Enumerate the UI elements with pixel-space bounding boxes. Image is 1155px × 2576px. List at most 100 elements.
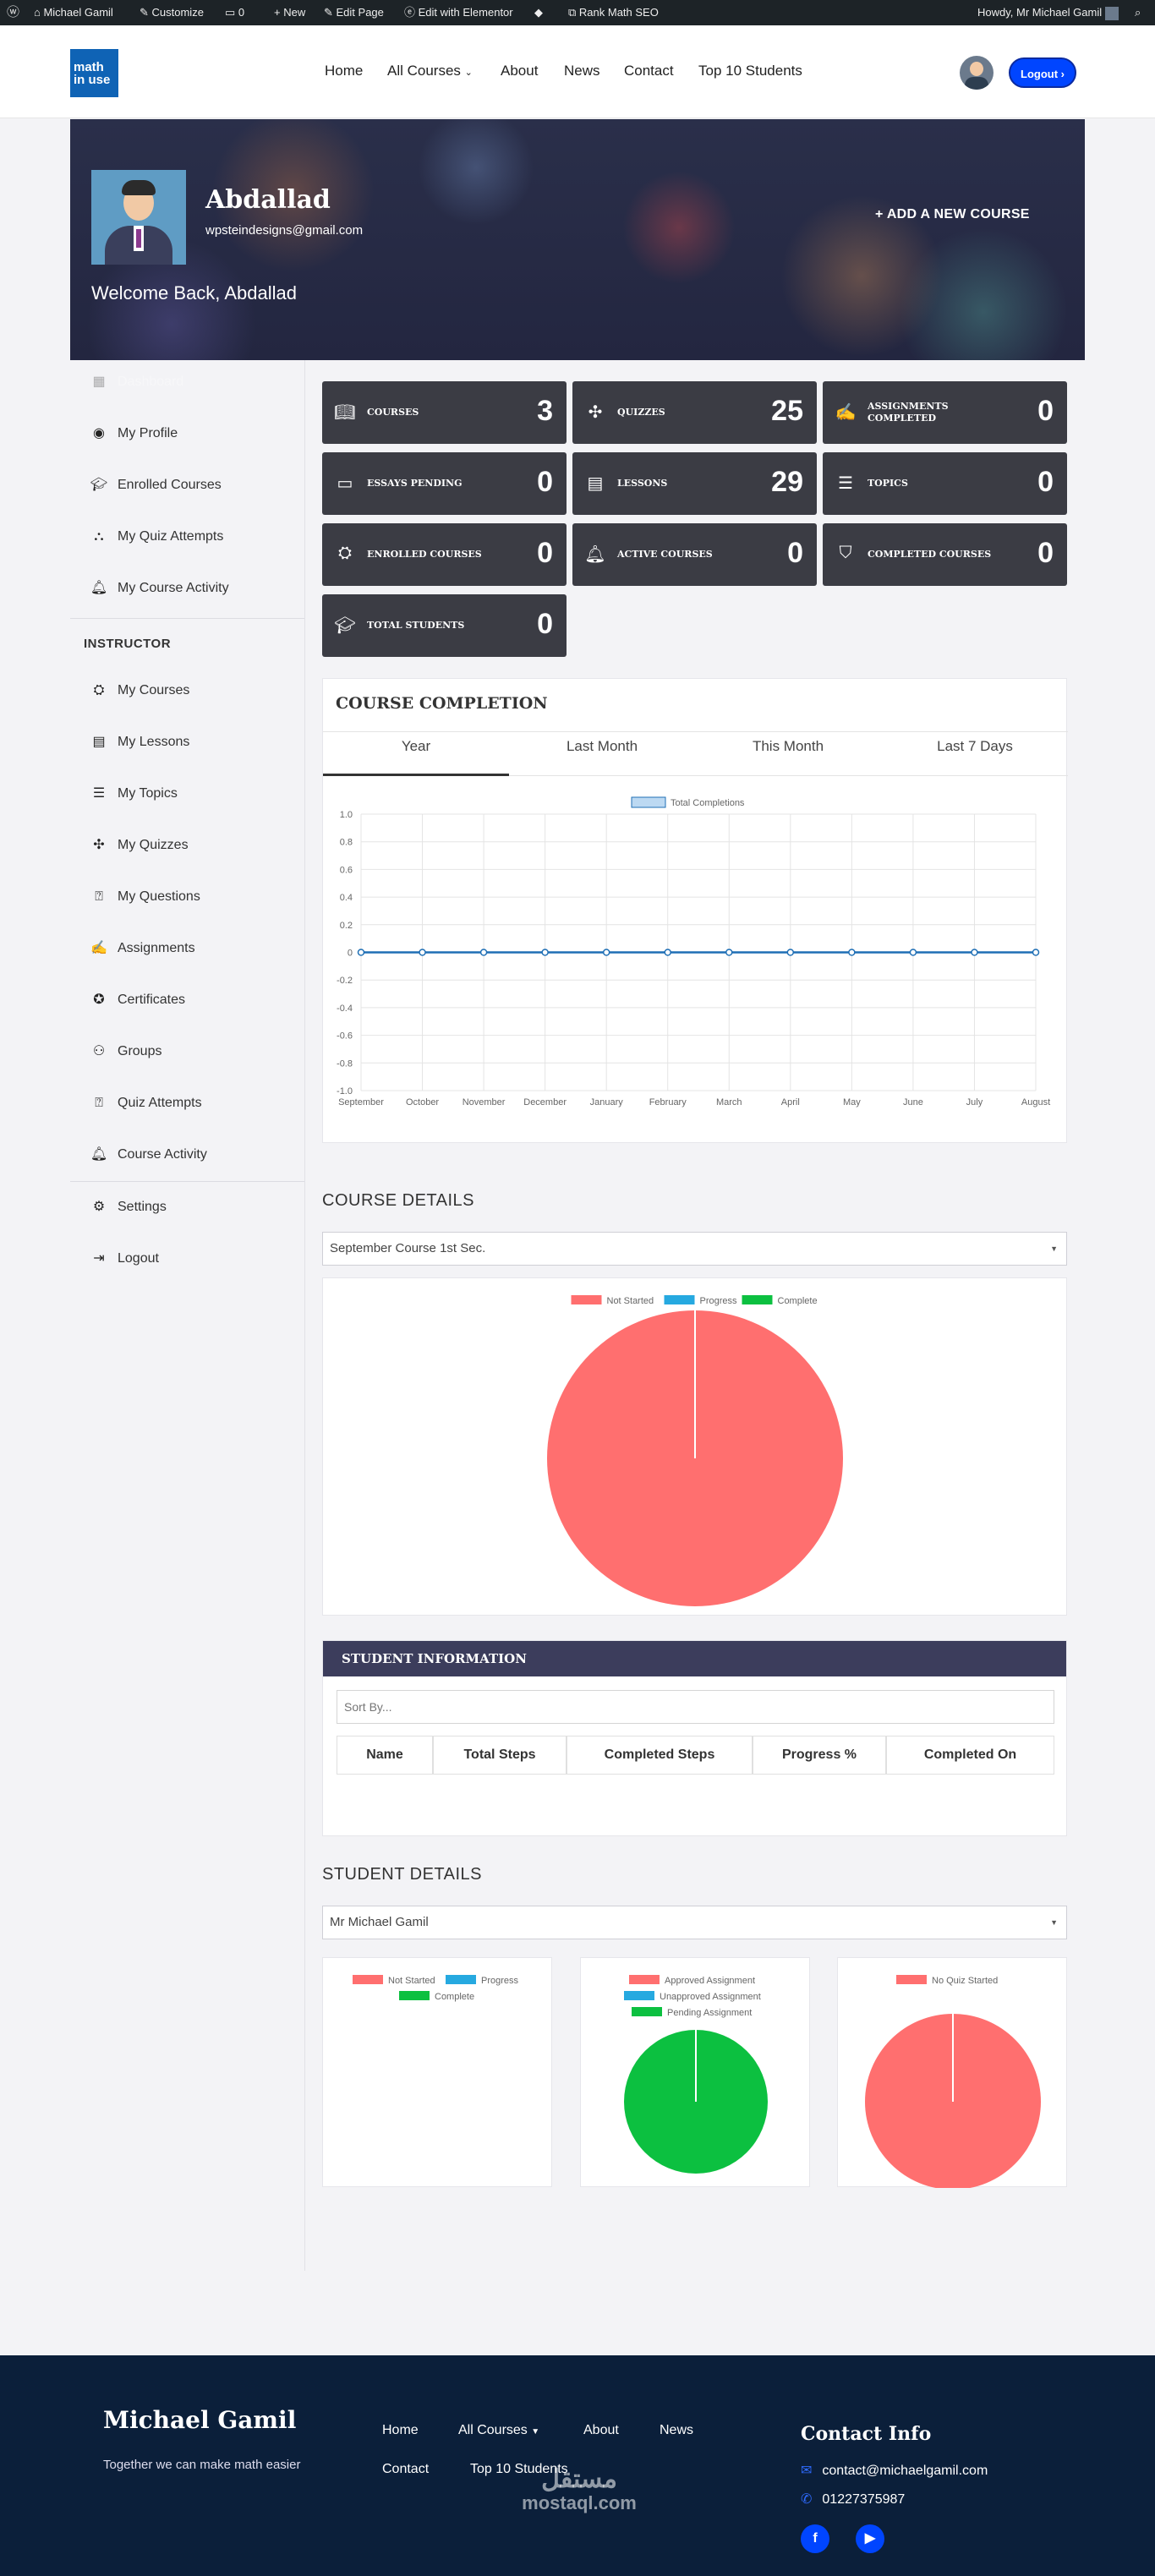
sidebar-item-enrolled-courses[interactable]: 🎓︎ Enrolled Courses [89,473,222,498]
admin-site-name: Michael Gamil [43,6,113,19]
sidebar-item-my-lessons[interactable]: ▤ My Lessons [89,730,189,755]
logout-button[interactable]: Logout › [1009,57,1076,88]
sidebar-item-quiz-attempts[interactable]: ⍰ Quiz Attempts [89,1091,201,1116]
x-tick-label: October [406,1097,439,1108]
profile-email: wpsteindesigns@gmail.com [205,223,364,238]
sidebar-item-my-questions[interactable]: ⍰ My Questions [89,884,200,910]
sidebar-item-dashboard[interactable]: ▦ Dashboard [89,369,183,395]
question-icon: ⍰ [95,889,103,904]
site-logo[interactable]: math in use [70,49,118,97]
footer-phone[interactable]: ✆ 01227375987 [801,2491,905,2508]
nav-contact[interactable]: Contact [624,63,674,79]
data-point [479,949,488,956]
stat-label: ESSAYS PENDING [367,478,463,489]
search-icon[interactable]: ⌕ [1135,6,1141,19]
sidebar-item-my-course-activity[interactable]: 🔔︎ My Course Activity [89,576,229,601]
sidebar-item-my-courses[interactable]: ⛭ My Courses [89,678,190,703]
column-header-name[interactable]: Name [337,1736,433,1775]
welcome-message: Welcome Back, Abdallad [91,282,297,304]
profile-hero: Abdallad wpsteindesigns@gmail.com Welcom… [70,119,1085,360]
footer-link-about[interactable]: About [583,2423,619,2437]
sidebar-item-my-quizzes[interactable]: ✣ My Quizzes [89,833,188,858]
column-header-completed-steps[interactable]: Completed Steps [567,1736,753,1775]
sidebar-item-certificates[interactable]: ✪ Certificates [89,987,185,1013]
student-assignments-panel: Approved Assignment Unapproved Assignment… [580,1957,810,2187]
footer-link-top-10-students[interactable]: Top 10 Students [470,2462,568,2476]
y-tick-label: -0.4 [337,1004,353,1014]
wordpress-icon[interactable]: ⓦ [7,5,20,19]
student-select[interactable]: Mr Michael Gamil ▼ [322,1906,1067,1939]
tab-last-month[interactable]: Last Month [566,738,638,754]
admin-edit-page-link[interactable]: ✎ Edit Page [324,6,384,19]
youtube-icon[interactable]: ▶ [856,2524,884,2553]
sidebar-item-groups[interactable]: ⚇ Groups [89,1039,162,1064]
student-quizzes-pie-chart: No Quiz Started [865,1975,1041,2190]
facebook-icon[interactable]: f [801,2524,829,2553]
chevron-down-icon: ⌄ [464,68,473,78]
footer-link-news[interactable]: News [660,2423,694,2437]
nav-news[interactable]: News [564,63,600,79]
sort-by-input[interactable] [337,1690,1054,1724]
student-details-title: STUDENT DETAILS [322,1865,483,1884]
nav-about[interactable]: About [501,63,539,79]
footer-link-contact[interactable]: Contact [382,2462,430,2476]
footer-link-home[interactable]: Home [382,2423,419,2437]
tab-last-7-days[interactable]: Last 7 Days [937,738,1013,754]
graduation-cap-icon: 🎓︎ [334,616,356,635]
column-header-completed-on[interactable]: Completed On [886,1736,1054,1775]
course-completion-title: COURSE COMPLETION [336,694,548,713]
admin-customize-link[interactable]: ✎ Customize [140,6,204,19]
admin-rank-math-link[interactable]: ⧉ Rank Math SEO [568,6,659,19]
column-header-progress[interactable]: Progress % [753,1736,886,1775]
sidebar-item-assignments[interactable]: ✍ Assignments [89,936,195,961]
sidebar-item-my-topics[interactable]: ☰ My Topics [89,781,178,807]
add-course-button[interactable]: + ADD A NEW COURSE [875,207,1030,222]
column-header-total-steps[interactable]: Total Steps [433,1736,567,1775]
sidebar-item-course-activity[interactable]: 🔔︎ Course Activity [89,1142,207,1168]
stat-label: ACTIVE COURSES [617,549,713,560]
admin-howdy-link[interactable]: Howdy, Mr Michael Gamil [977,0,1119,25]
graduation-cap-icon: 🎓︎ [90,478,108,492]
admin-elementor-link[interactable]: ⓔ Edit with Elementor [404,6,513,19]
sidebar-item-my-profile[interactable]: ◉ My Profile [89,421,178,446]
topics-icon: ☰ [92,786,106,801]
mostaql-watermark: مستقل mostaql.com [507,2467,651,2514]
stat-card-completed-courses: ⛉ COMPLETED COURSES 0 [823,523,1067,586]
settings-icon: ⚙ [92,1200,106,1214]
tab-year[interactable]: Year [401,738,431,754]
x-tick-label: February [649,1097,687,1108]
nav-home[interactable]: Home [325,63,364,79]
footer-link-all-courses[interactable]: All Courses ▼ [458,2423,539,2438]
quiz-icon: ⍰ [95,1096,103,1110]
sidebar-item-my-quiz-attempts[interactable]: ⛬ My Quiz Attempts [89,524,223,550]
user-avatar[interactable] [960,56,994,90]
admin-bar: ⓦ ⌂ Michael Gamil ✎ Customize ▭ 0 + New … [0,0,1155,25]
student-assignments-pie-chart: Approved Assignment Unapproved Assignment… [624,1975,768,2174]
x-tick-label: November [463,1097,506,1108]
tab-this-month[interactable]: This Month [752,738,824,754]
sidebar-divider [70,618,304,619]
admin-comments-link[interactable]: ▭ 0 [225,6,245,19]
y-tick-label: -1.0 [337,1086,353,1097]
nav-all-courses[interactable]: All Courses ⌄ [387,63,473,79]
sidebar-item-logout[interactable]: ⇥ Logout [89,1246,159,1272]
admin-new-link[interactable]: + New [274,6,306,19]
x-tick-label: August [1021,1097,1050,1108]
footer-phone-text: 01227375987 [822,2492,906,2507]
sidebar-item-settings[interactable]: ⚙ Settings [89,1195,167,1220]
footer-link-all-courses-label: All Courses [458,2423,528,2437]
stat-card-courses: 📖︎ COURSES 3 [322,381,567,444]
y-tick-label: 0.6 [340,865,353,875]
footer-email[interactable]: ✉ contact@michaelgamil.com [801,2462,988,2479]
diamond-icon[interactable]: ◆ [534,6,543,19]
admin-site-link[interactable]: ⌂ Michael Gamil [34,6,113,19]
admin-howdy-label: Howdy, Mr Michael Gamil [977,6,1103,19]
enrolled-icon: ⛭ [338,544,352,562]
stat-card-topics: ☰ TOPICS 0 [823,452,1067,515]
stat-value: 0 [1037,466,1054,498]
stat-card-total-students: 🎓︎ TOTAL STUDENTS 0 [322,594,567,657]
course-details-panel: Not Started Progress Complete [322,1277,1067,1616]
stat-label: ENROLLED COURSES [367,549,482,560]
nav-top-10-students[interactable]: Top 10 Students [698,63,802,79]
course-select[interactable]: September Course 1st Sec. ▼ [322,1232,1067,1266]
